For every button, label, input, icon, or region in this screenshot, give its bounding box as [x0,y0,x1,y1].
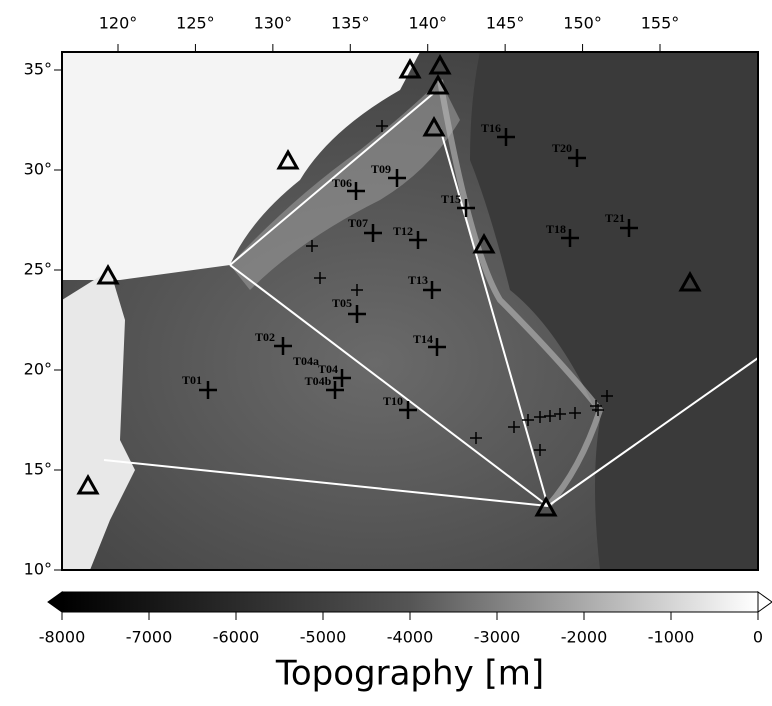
colorbar-tick-label: -5000 [300,628,347,647]
lat-tick-label: 30° [24,160,52,179]
station-label: T13 [408,273,428,287]
colorbar-tick-label: -3000 [474,628,521,647]
lon-tick-label: 130° [254,14,293,33]
station-label: T01 [182,373,202,387]
colorbar-tick-label: -2000 [561,628,608,647]
lat-tick-label: 20° [24,360,52,379]
station-label: T04a [293,354,319,368]
colorbar-tick-label: -7000 [126,628,173,647]
map: T01T02T04aT04T04bT05T06T07T09T10T12T13T1… [62,52,758,570]
colorbar-tick-label: -8000 [39,628,86,647]
colorbar-high [758,592,772,612]
lon-tick-label: 120° [99,14,138,33]
station-label: T21 [605,211,625,225]
lon-tick-label: 155° [641,14,680,33]
lat-tick-label: 25° [24,260,52,279]
lat-tick-label: 15° [24,460,52,479]
colorbar-scale [62,592,758,612]
station-label: T10 [383,394,403,408]
lon-tick-label: 135° [331,14,370,33]
station-label: T12 [393,224,413,238]
station-label: T06 [332,176,352,190]
lon-tick-label: 125° [176,14,215,33]
colorbar-tick-label: -4000 [387,628,434,647]
station-label: T07 [348,216,368,230]
lat-tick-label: 35° [24,60,52,79]
station-label: T02 [255,330,275,344]
lon-tick-label: 150° [563,14,602,33]
figure: T01T02T04aT04T04bT05T06T07T09T10T12T13T1… [0,0,772,702]
colorbar-tick-label: -6000 [213,628,260,647]
colorbar-tick-label: 0 [753,628,763,647]
colorbar-tick-label: -1000 [648,628,695,647]
colorbar-low [48,592,62,612]
lat-tick-label: 10° [24,560,52,579]
station-label: T05 [332,296,352,310]
station-label: T20 [552,141,572,155]
colorbar-label: Topography [m] [275,654,544,694]
lon-tick-label: 140° [408,14,447,33]
station-label: T14 [413,332,433,346]
station-label: T18 [546,222,566,236]
lon-tick-label: 145° [486,14,525,33]
station-label: T09 [371,162,391,176]
station-label: T15 [441,192,461,206]
station-label: T04b [305,374,332,388]
station-label: T16 [481,121,501,135]
